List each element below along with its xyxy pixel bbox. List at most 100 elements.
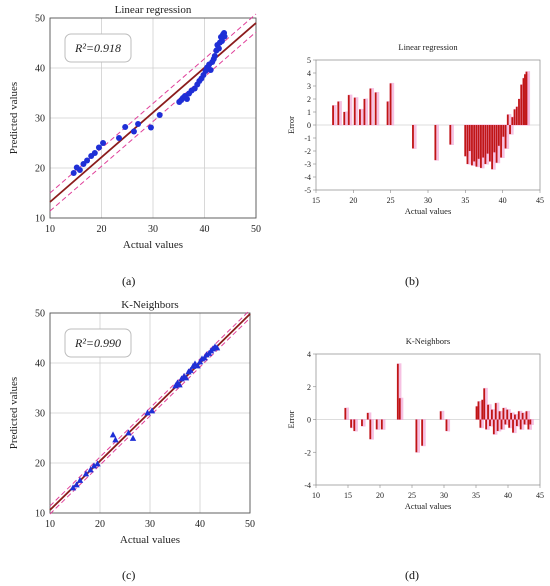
- y-tick-label: 40: [35, 64, 45, 75]
- chart-title: Linear regression: [115, 4, 192, 16]
- error-bar-shadow: [496, 419, 502, 432]
- error-bar-shadow: [519, 419, 525, 430]
- error-bar: [337, 101, 340, 125]
- plot-frame: [49, 312, 251, 514]
- error-bar: [484, 125, 487, 164]
- x-tick-label: 45: [536, 196, 544, 205]
- x-tick-label: 30: [424, 196, 432, 205]
- y-tick-label: 4: [307, 350, 311, 359]
- x-tick-label: 30: [145, 519, 155, 530]
- error-bar: [359, 109, 361, 125]
- error-bar-shadow: [523, 419, 529, 425]
- error-bar-shadow: [509, 124, 514, 135]
- error-bar: [398, 398, 401, 420]
- error-bar-shadow: [350, 419, 355, 429]
- chart-title: Linear regression: [398, 42, 458, 52]
- error-bar: [496, 419, 499, 431]
- data-point: [125, 429, 132, 436]
- chart-b-linear-regression-error: Linear regression 15 20 25 30 35 40 45 5 4 3 2 1 0 -1 -…: [286, 42, 544, 216]
- error-bar: [506, 409, 509, 420]
- chart-c-k-neighbors-scatter: K-Neighbors 10 20 30 40 50 10 20 30 40 50 R²=0.990 A…: [8, 299, 255, 546]
- chart-a-linear-regression-scatter: Linear regression 10 20 30 40 50 10 20 30 40 50 R²=…: [8, 4, 261, 251]
- error-bar: [518, 99, 520, 125]
- x-tick-label: 15: [312, 196, 320, 205]
- data-point: [130, 128, 137, 135]
- y-tick-label: 4: [307, 69, 311, 78]
- error-bar: [520, 84, 523, 125]
- x-tick-label: 10: [45, 519, 55, 530]
- error-bar: [514, 414, 516, 420]
- x-axis-label: Actual values: [405, 501, 452, 511]
- r-squared-box: [64, 33, 132, 63]
- data-point: [215, 45, 222, 52]
- error-bar: [481, 399, 484, 420]
- error-bar: [353, 419, 356, 431]
- data-point: [135, 121, 142, 127]
- error-bar: [500, 419, 503, 430]
- error-bar-shadow: [366, 412, 372, 420]
- error-bar-shadow: [506, 409, 511, 420]
- error-bar-shadow: [506, 114, 512, 126]
- y-axis-label: Predicted values: [8, 82, 20, 154]
- error-bar: [510, 412, 512, 420]
- error-bar: [504, 419, 507, 425]
- y-axis-label: Error: [286, 410, 296, 428]
- error-bar: [525, 411, 528, 420]
- panel-label-a: (a): [122, 274, 136, 288]
- chart-title: K-Neighbors: [121, 299, 178, 311]
- error-bar: [386, 101, 389, 125]
- data-point: [76, 476, 84, 483]
- error-bar-shadow: [521, 412, 527, 420]
- data-point: [90, 462, 98, 469]
- error-bar: [468, 125, 471, 151]
- error-bar: [522, 78, 525, 125]
- error-bar: [485, 419, 488, 430]
- error-bar: [479, 419, 482, 428]
- y-tick-label: 3: [307, 82, 311, 91]
- error-bar-shadow: [421, 419, 426, 447]
- error-bar: [492, 419, 495, 435]
- error-bar-shadow: [386, 101, 392, 126]
- x-tick-label: 25: [408, 491, 416, 500]
- error-bar: [396, 363, 399, 420]
- error-bar-shadow: [500, 419, 506, 430]
- x-tick-label: 35: [461, 196, 469, 205]
- error-bar-shadow: [529, 419, 534, 425]
- y-tick-label: 10: [35, 509, 45, 520]
- error-bar: [527, 419, 530, 430]
- error-bar-shadow: [515, 419, 521, 427]
- r-squared-label: R²=0.990: [74, 336, 121, 350]
- error-bar: [521, 412, 524, 420]
- error-bar: [477, 125, 480, 159]
- error-bar: [361, 419, 363, 427]
- error-bar-shadow: [439, 410, 445, 420]
- y-tick-label: -4: [304, 173, 311, 182]
- error-bar-shadow: [396, 363, 402, 420]
- y-tick-label: -5: [304, 186, 311, 195]
- error-bar-shadow: [374, 92, 380, 126]
- data-point: [84, 157, 91, 164]
- error-bar: [488, 125, 491, 162]
- error-bar: [483, 388, 486, 420]
- error-bar-shadow: [332, 105, 337, 126]
- error-bar-shadow: [398, 397, 404, 420]
- error-bar: [475, 125, 478, 167]
- error-bar: [486, 125, 489, 154]
- y-axis-label: Error: [286, 116, 296, 134]
- data-point: [194, 362, 201, 369]
- error-bar: [475, 406, 478, 420]
- y-axis-label: Predicted values: [8, 377, 20, 449]
- error-bar-shadow: [504, 419, 509, 425]
- error-bar-shadow: [492, 419, 498, 435]
- y-tick-label: 10: [35, 214, 45, 225]
- data-point: [213, 344, 221, 351]
- error-bar-shadow: [353, 419, 358, 432]
- confidence-band-line: [49, 31, 257, 212]
- x-axis-label: Actual values: [405, 206, 452, 216]
- error-bar: [494, 403, 497, 420]
- error-bar: [515, 106, 518, 125]
- data-point: [144, 409, 151, 416]
- error-bar-shadow: [514, 414, 519, 420]
- error-bar-shadow: [344, 407, 349, 420]
